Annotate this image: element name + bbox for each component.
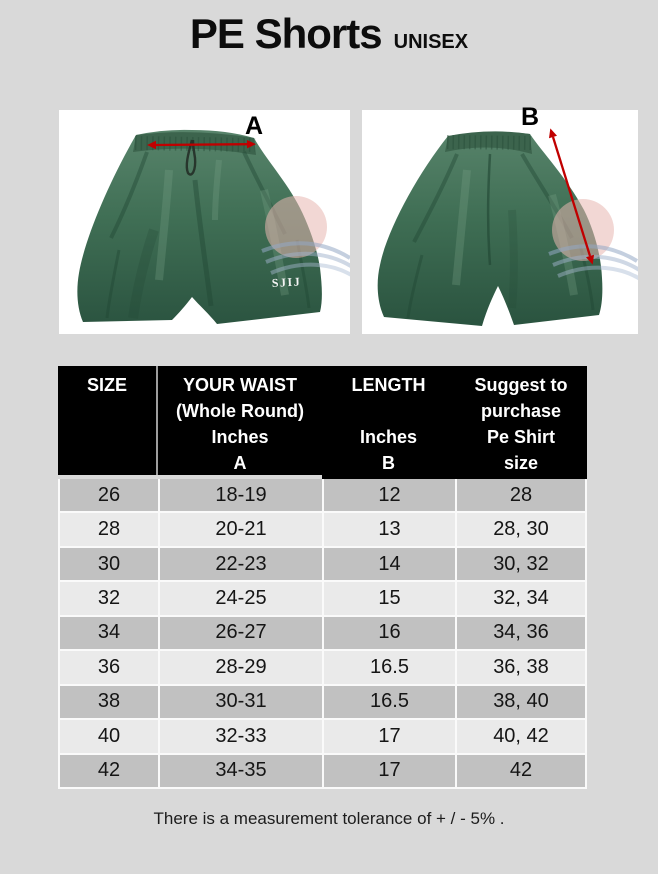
cell-shirt-size: 40, 42: [455, 720, 587, 753]
cell-shirt-size: 28, 30: [455, 513, 587, 546]
front-shorts-body: SJIJ: [77, 129, 322, 324]
center-seam: [486, 153, 492, 266]
cell-waist: 28-29: [158, 651, 322, 684]
table-row: 42 34-35 17 42: [58, 754, 587, 789]
cell-shirt-size: 38, 40: [455, 685, 587, 719]
table-row: 36 28-29 16.5 36, 38: [58, 651, 587, 686]
size-table-header: SIZE YOUR WAIST (Whole Round) Inches A L…: [58, 366, 587, 479]
cell-shirt-size: 28: [455, 479, 587, 512]
cell-size: 34: [58, 616, 158, 650]
cell-size: 30: [58, 547, 158, 581]
page-subtitle-text: UNISEX: [393, 31, 469, 53]
cell-size: 26: [58, 479, 158, 512]
table-row: 34 26-27 16 34, 36: [58, 616, 587, 652]
waist-arrow-icon: [147, 140, 256, 150]
table-row: 28 20-21 13 28, 30: [58, 513, 587, 548]
cell-waist: 22-23: [158, 547, 322, 581]
cell-size: 28: [58, 513, 158, 546]
table-row: 26 18-19 12 28: [58, 479, 587, 514]
page-title-text: PE Shorts: [189, 10, 383, 57]
cell-length: 17: [322, 720, 455, 753]
header-extension-bar: [322, 475, 587, 479]
size-table-body: 26 18-19 12 28 28 20-21 13 28, 30 30 22-…: [58, 479, 587, 789]
cell-waist: 30-31: [158, 685, 322, 719]
col-header-length: LENGTH Inches B: [351, 375, 426, 473]
front-shorts-photo: SJIJ A: [59, 110, 350, 334]
col-header-size: SIZE: [58, 366, 158, 475]
cell-shirt-size: 30, 32: [455, 547, 587, 581]
cell-length: 13: [322, 513, 455, 546]
cell-size: 38: [58, 685, 158, 719]
cell-size: 36: [58, 651, 158, 684]
front-shorts-image: SJIJ: [77, 129, 350, 324]
size-table: SIZE YOUR WAIST (Whole Round) Inches A L…: [58, 366, 587, 789]
watermark-logo: [261, 196, 350, 277]
length-arrow-icon: [548, 128, 595, 265]
cell-length: 16.5: [322, 685, 455, 719]
cell-waist: 20-21: [158, 513, 322, 546]
table-row: 30 22-23 14 30, 32: [58, 547, 587, 583]
page-title: PE Shorts UNISEX: [0, 10, 658, 58]
back-shorts-photo: B: [362, 105, 638, 334]
tolerance-note: There is a measurement tolerance of + / …: [153, 809, 505, 828]
cell-shirt-size: 32, 34: [455, 582, 587, 615]
back-shorts-body: [377, 131, 603, 326]
cell-waist: 24-25: [158, 582, 322, 615]
cell-waist: 32-33: [158, 720, 322, 753]
table-row: 40 32-33 17 40, 42: [58, 720, 587, 755]
cell-size: 42: [58, 754, 158, 787]
cell-shirt-size: 36, 38: [455, 651, 587, 684]
cell-length: 17: [322, 754, 455, 787]
shorts-logo-text: SJIJ: [271, 274, 301, 290]
cell-waist: 26-27: [158, 616, 322, 650]
cell-waist: 18-19: [158, 479, 322, 512]
col-header-waist: YOUR WAIST (Whole Round) Inches A: [176, 375, 304, 473]
drawstring: [185, 139, 197, 176]
table-row: 38 30-31 16.5 38, 40: [58, 685, 587, 721]
cell-shirt-size: 42: [455, 754, 587, 787]
waistband: [445, 131, 532, 154]
cell-size: 32: [58, 582, 158, 615]
back-shorts-image: [377, 128, 638, 326]
cell-length: 16.5: [322, 651, 455, 684]
back-measure-label: B: [521, 103, 540, 131]
cell-length: 15: [322, 582, 455, 615]
cell-shirt-size: 34, 36: [455, 616, 587, 650]
cell-length: 12: [322, 479, 455, 512]
col-header-shirt-size: Suggest to purchase Pe Shirt size: [474, 375, 568, 473]
cell-waist: 34-35: [158, 754, 322, 787]
cell-length: 14: [322, 547, 455, 581]
table-row: 32 24-25 15 32, 34: [58, 582, 587, 617]
front-measure-label: A: [245, 112, 264, 140]
cell-length: 16: [322, 616, 455, 650]
cell-size: 40: [58, 720, 158, 753]
